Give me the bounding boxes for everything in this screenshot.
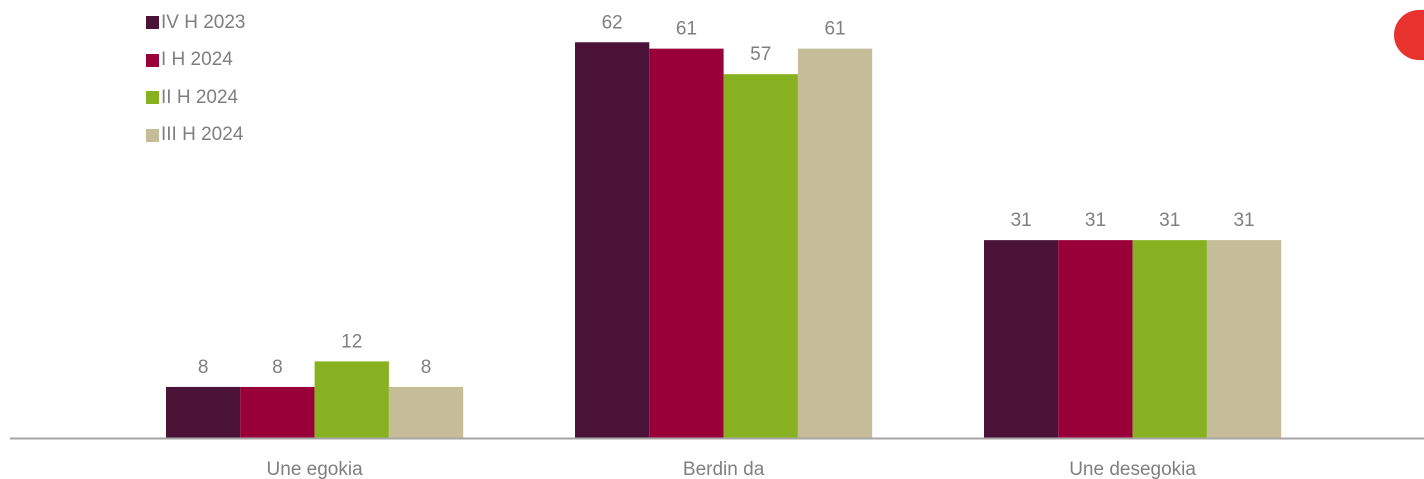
data-label: 31 (1085, 210, 1106, 231)
bar-2-1 (1058, 240, 1133, 438)
legend-swatch (146, 91, 159, 104)
data-label: 62 (602, 12, 623, 33)
legend-item: I H 2024 (146, 48, 246, 73)
data-label: 31 (1233, 210, 1254, 231)
legend-swatch (146, 16, 159, 29)
chart-legend: IV H 2023 I H 2024 II H 2024 III H 2024 (146, 10, 246, 160)
data-label: 12 (341, 331, 362, 352)
data-label: 57 (750, 44, 771, 65)
data-label: 61 (676, 19, 697, 40)
legend-label: I H 2024 (161, 49, 233, 70)
legend-label: II H 2024 (161, 86, 239, 108)
legend-label: III H 2024 (161, 124, 244, 145)
data-label: 8 (198, 357, 209, 378)
bar-1-3 (797, 48, 873, 438)
data-label: 31 (1159, 210, 1180, 231)
legend-item: II H 2024 (146, 85, 246, 110)
bar-2-0 (984, 240, 1059, 438)
legend-item: IV H 2023 (146, 10, 246, 35)
bar-0-0 (166, 386, 241, 438)
category-label: Berdin da (683, 459, 765, 479)
bar-2-3 (1206, 240, 1282, 438)
legend-swatch (146, 53, 159, 67)
bar-0-3 (388, 386, 464, 438)
data-label: 61 (824, 19, 845, 40)
bar-0-1 (240, 386, 315, 438)
bar-2-2 (1132, 240, 1207, 438)
data-label: 31 (1011, 210, 1032, 231)
bar-1-0 (575, 42, 650, 439)
bar-0-2 (314, 361, 389, 438)
legend-swatch (146, 128, 159, 142)
legend-item: III H 2024 (146, 123, 246, 148)
legend-label: IV H 2023 (161, 11, 246, 33)
data-label: 8 (421, 357, 432, 378)
category-label: Une desegokia (1069, 459, 1196, 479)
bar-1-2 (723, 74, 798, 438)
category-label: Une egokia (267, 459, 364, 479)
bar-1-1 (649, 48, 724, 438)
data-label: 8 (272, 357, 283, 378)
